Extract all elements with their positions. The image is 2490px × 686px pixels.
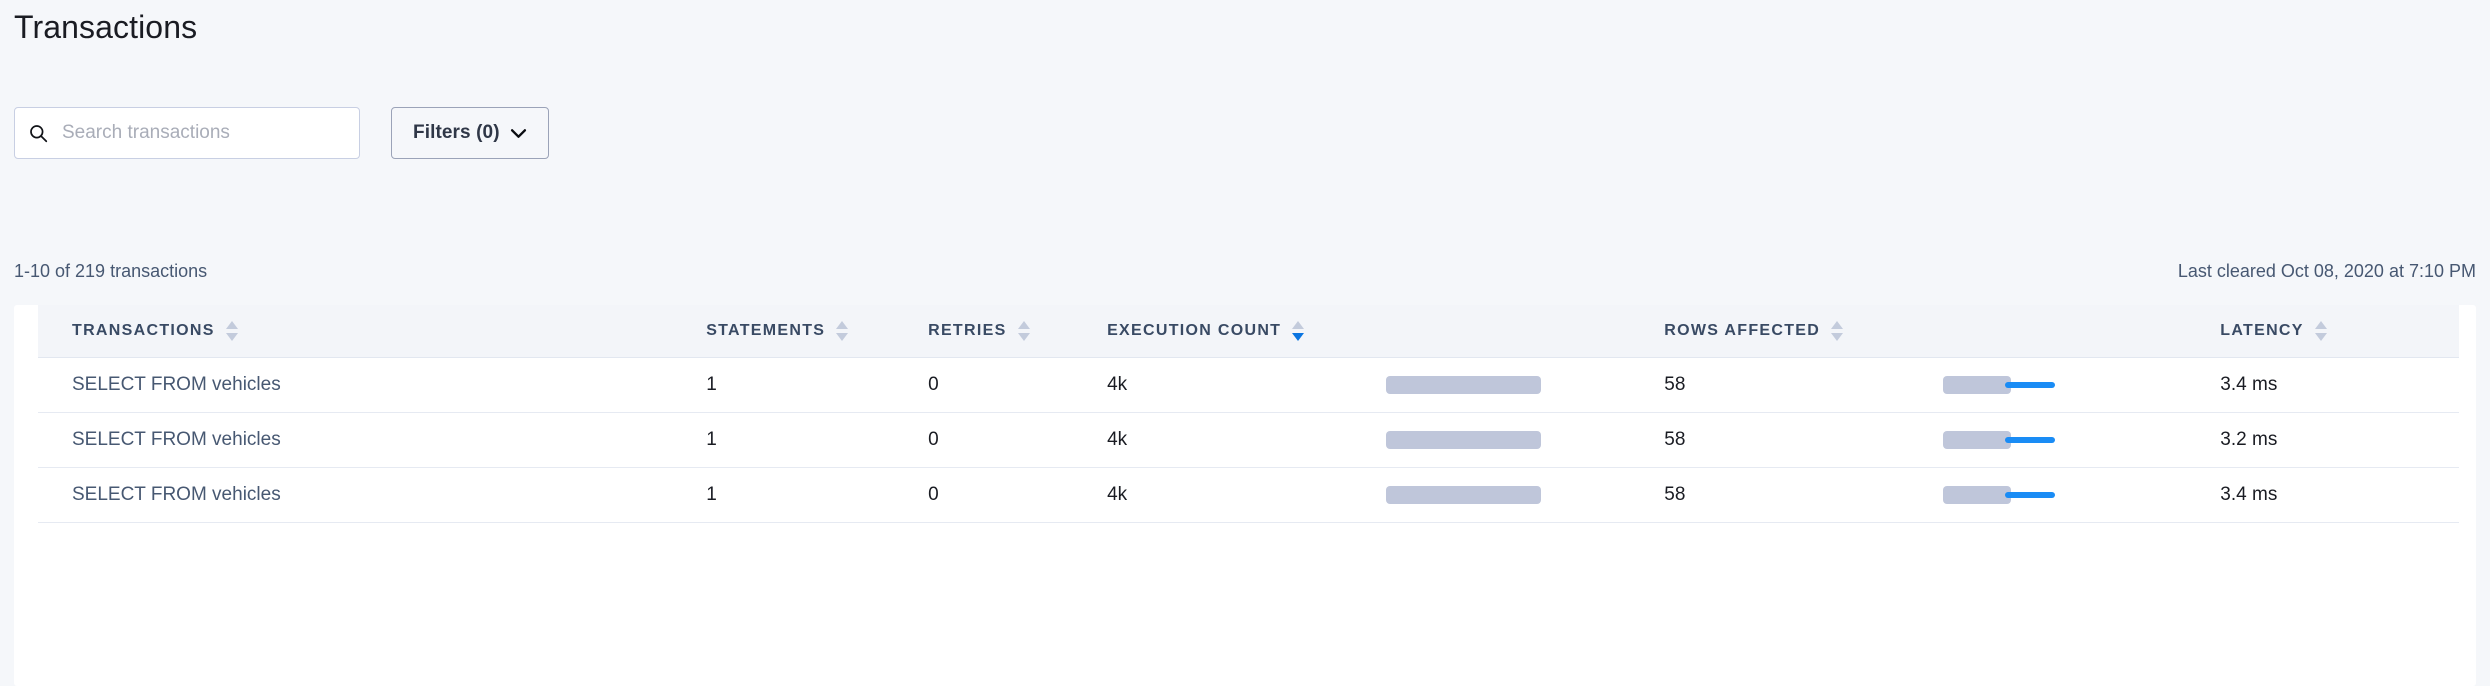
sort-toggle-latency[interactable] [2314, 321, 2327, 341]
cell-retries: 0 [928, 357, 1108, 413]
table-row[interactable]: SELECT FROM vehicles 1 0 4k 58 3 [38, 467, 2459, 523]
cell-statements: 1 [706, 467, 929, 523]
cell-rows-affected: 58 [1664, 357, 1944, 413]
sort-ascending-icon [1292, 321, 1305, 329]
cell-statements: 1 [706, 412, 929, 468]
execution-count-bar-fill [1386, 376, 1542, 394]
pagination-summary: 1-10 of 219 transactions [14, 260, 208, 281]
column-header-transactions-label: TRANSACTIONS [72, 322, 215, 339]
execution-count-bar [1386, 431, 1542, 449]
rows-affected-bar-marker [2005, 492, 2056, 498]
cell-retries: 0 [928, 412, 1108, 468]
cell-latency: 3.4 ms [2220, 357, 2459, 413]
transactions-table-card: TRANSACTIONS STATEMENTS [14, 305, 2476, 686]
table-header: TRANSACTIONS STATEMENTS [38, 305, 2459, 358]
column-header-latency[interactable]: LATENCY [2220, 305, 2459, 358]
cell-execution-count: 4k [1107, 412, 1387, 468]
cell-rows-affected: 58 [1664, 412, 1944, 468]
cell-execution-count-bar [1386, 467, 1665, 523]
table-row[interactable]: SELECT FROM vehicles 1 0 4k 58 3 [38, 357, 2459, 413]
page-title: Transactions [14, 9, 198, 45]
sort-descending-icon [1017, 333, 1030, 341]
sort-toggle-retries[interactable] [1017, 321, 1030, 341]
cell-execution-count: 4k [1107, 467, 1387, 523]
rows-affected-bar-fill [1943, 376, 2012, 394]
search-icon [30, 124, 48, 142]
rows-affected-bar-fill [1943, 431, 2012, 449]
sort-descending-icon [225, 333, 238, 341]
controls-bar: Filters (0) [14, 107, 549, 159]
execution-count-bar [1386, 376, 1542, 394]
sort-toggle-execution-count[interactable] [1292, 321, 1305, 341]
cell-execution-count-bar [1386, 357, 1665, 413]
sort-ascending-icon [836, 321, 849, 329]
sort-descending-icon [1831, 333, 1844, 341]
filters-button[interactable]: Filters (0) [391, 107, 549, 159]
sort-ascending-icon [225, 321, 238, 329]
sort-ascending-icon [2314, 321, 2327, 329]
chevron-down-icon [510, 128, 526, 138]
last-cleared-label: Last cleared Oct 08, 2020 at 7:10 PM [2177, 260, 2476, 281]
rows-affected-bar [1943, 486, 2056, 504]
cell-rows-affected-bar [1943, 412, 2221, 468]
sort-toggle-statements[interactable] [836, 321, 849, 341]
cell-transaction: SELECT FROM vehicles [38, 412, 707, 468]
sort-toggle-transactions[interactable] [225, 321, 238, 341]
search-input[interactable] [62, 121, 345, 145]
execution-count-bar [1386, 486, 1542, 504]
transaction-link[interactable]: SELECT FROM vehicles [72, 374, 281, 395]
column-header-retries[interactable]: RETRIES [928, 305, 1108, 358]
rows-affected-bar-marker [2005, 382, 2056, 388]
column-header-transactions[interactable]: TRANSACTIONS [38, 305, 707, 358]
sort-descending-icon [836, 333, 849, 341]
filters-button-label: Filters (0) [413, 122, 500, 143]
sort-toggle-rows-affected[interactable] [1831, 321, 1844, 341]
column-header-rows-affected[interactable]: ROWS AFFECTED [1664, 305, 2221, 358]
transaction-link[interactable]: SELECT FROM vehicles [72, 429, 281, 450]
cell-rows-affected-bar [1943, 357, 2221, 413]
column-header-execution-count-label: EXECUTION COUNT [1107, 322, 1282, 339]
transactions-table: TRANSACTIONS STATEMENTS [38, 305, 2459, 523]
table-row[interactable]: SELECT FROM vehicles 1 0 4k 58 3 [38, 412, 2459, 468]
rows-affected-bar-marker [2005, 437, 2056, 443]
search-input-wrapper[interactable] [14, 107, 360, 159]
cell-retries: 0 [928, 467, 1108, 523]
table-header-row: TRANSACTIONS STATEMENTS [38, 305, 2459, 358]
column-header-latency-label: LATENCY [2220, 322, 2304, 339]
rows-affected-bar [1943, 431, 2056, 449]
cell-rows-affected: 58 [1664, 467, 1944, 523]
column-header-statements[interactable]: STATEMENTS [706, 305, 929, 358]
cell-execution-count: 4k [1107, 357, 1387, 413]
execution-count-bar-fill [1386, 431, 1542, 449]
column-header-statements-label: STATEMENTS [706, 322, 826, 339]
sort-descending-icon-active [1292, 333, 1305, 341]
table-body: SELECT FROM vehicles 1 0 4k 58 3 [38, 357, 2459, 523]
cell-latency: 3.2 ms [2220, 412, 2459, 468]
cell-rows-affected-bar [1943, 467, 2221, 523]
column-header-execution-count[interactable]: EXECUTION COUNT [1107, 305, 1665, 358]
rows-affected-bar-fill [1943, 486, 2012, 504]
cell-transaction: SELECT FROM vehicles [38, 357, 707, 413]
cell-execution-count-bar [1386, 412, 1665, 468]
column-header-retries-label: RETRIES [928, 322, 1007, 339]
sort-ascending-icon [1831, 321, 1844, 329]
cell-transaction: SELECT FROM vehicles [38, 467, 707, 523]
sort-ascending-icon [1017, 321, 1030, 329]
execution-count-bar-fill [1386, 486, 1542, 504]
table-meta-row: 1-10 of 219 transactions Last cleared Oc… [14, 259, 2476, 283]
cell-latency: 3.4 ms [2220, 467, 2459, 523]
cell-statements: 1 [706, 357, 929, 413]
sort-descending-icon [2314, 333, 2327, 341]
column-header-rows-affected-label: ROWS AFFECTED [1664, 322, 1821, 339]
transaction-link[interactable]: SELECT FROM vehicles [72, 484, 281, 505]
rows-affected-bar [1943, 376, 2056, 394]
